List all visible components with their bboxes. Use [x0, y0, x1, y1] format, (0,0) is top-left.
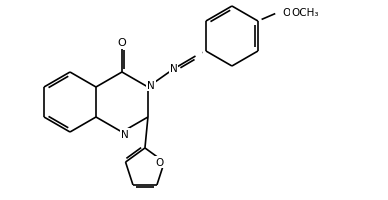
Text: OCH₃: OCH₃ [291, 8, 319, 18]
Text: N: N [170, 64, 177, 74]
Text: O: O [118, 38, 126, 48]
Text: N: N [147, 81, 155, 91]
Text: O: O [283, 8, 291, 18]
Text: N: N [121, 129, 129, 139]
Text: O: O [155, 157, 163, 167]
